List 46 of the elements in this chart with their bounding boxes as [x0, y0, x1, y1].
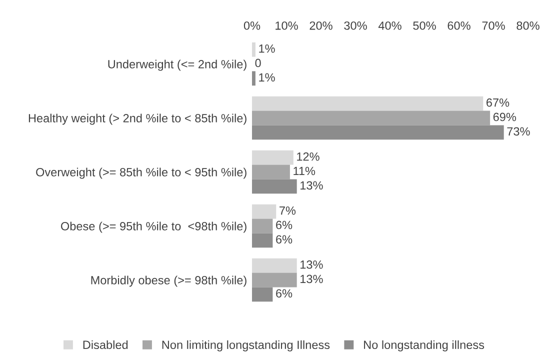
data-label: 73%	[507, 127, 530, 136]
y-tick-label: Obese (>= 95th %ile to <98th %ile)	[61, 222, 246, 233]
data-label: 13%	[300, 274, 323, 284]
x-tick-label: 20%	[310, 21, 332, 30]
data-label: 6%	[276, 235, 292, 244]
data-label: 13%	[300, 181, 323, 190]
legend-label: No longstanding illness	[364, 340, 484, 352]
bar	[252, 125, 504, 140]
bar	[252, 164, 290, 180]
bar	[252, 258, 297, 273]
x-tick-label: 0%	[244, 21, 260, 30]
data-label: 6%	[276, 289, 292, 298]
data-label: 12%	[297, 152, 320, 161]
bar	[252, 233, 273, 248]
bar	[252, 42, 256, 57]
x-tick-label: 40%	[378, 21, 402, 30]
bar	[252, 150, 294, 165]
x-tick-label: 10%	[276, 21, 298, 30]
data-label: 11%	[294, 166, 316, 176]
y-tick-label: Morbidly obese (>= 98th %ile)	[91, 276, 246, 287]
bar	[252, 110, 490, 126]
x-tick-label: 30%	[344, 21, 367, 30]
x-tick-label: 50%	[413, 21, 436, 30]
y-tick-label: Overweight (>= 85th %ile to < 95th %ile)	[36, 168, 246, 179]
y-tick-label: Healthy weight (> 2nd %ile to < 85th %ile)	[28, 114, 246, 125]
data-label: 7%	[280, 206, 296, 215]
bar	[252, 218, 273, 234]
data-label: 0	[255, 58, 261, 68]
bar	[252, 272, 297, 288]
bar	[252, 96, 484, 111]
data-label: 13%	[300, 260, 323, 269]
y-tick-label: Underweight (<= 2nd %ile)	[108, 60, 246, 71]
legend-label: Disabled	[83, 340, 128, 350]
bar	[252, 71, 256, 86]
data-label: 69%	[493, 112, 516, 122]
data-label: 6%	[276, 220, 292, 230]
x-tick-label: 70%	[482, 21, 505, 30]
x-tick-label: 60%	[448, 21, 470, 30]
data-label: 67%	[486, 98, 510, 107]
bar	[252, 204, 276, 219]
bar	[252, 287, 273, 302]
data-label: 1%	[259, 44, 275, 53]
bar	[252, 179, 297, 194]
data-label: 1%	[259, 73, 275, 82]
x-tick-label: 80%	[516, 21, 540, 30]
legend-label: Non limiting longstanding Illness	[162, 340, 330, 352]
